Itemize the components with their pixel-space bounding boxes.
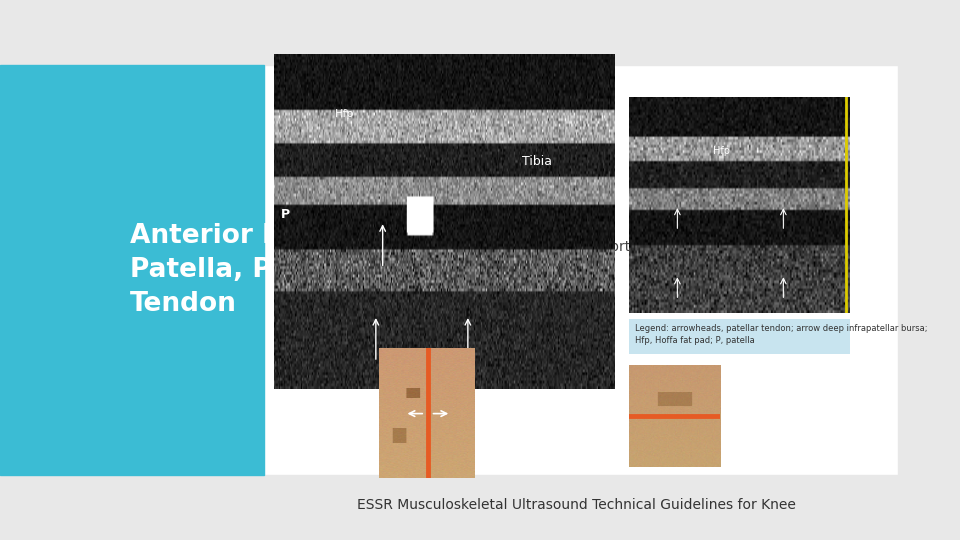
Text: ✓: ✓ <box>283 240 296 255</box>
Bar <box>898 0 960 540</box>
Text: P: P <box>280 208 290 221</box>
Text: ESSR Musculoskeletal
   Ultrasound Technical
   Guidelines: ESSR Musculoskeletal Ultrasound Technica… <box>300 240 458 293</box>
Bar <box>0 65 264 475</box>
Text: Hfp: Hfp <box>712 146 730 156</box>
Text: Hfp: Hfp <box>335 109 354 119</box>
Text: ✓: ✓ <box>576 240 588 255</box>
Text: Anterior Knee:
Patella, Patella
Tendon: Anterior Knee: Patella, Patella Tendon <box>130 223 355 317</box>
Text: Short Access: Short Access <box>593 240 683 254</box>
Bar <box>0 475 960 540</box>
Text: Tibia: Tibia <box>522 154 552 167</box>
Text: Legend: arrowheads, patellar tendon; arrow deep infrapatellar bursa;
Hfp, Hoffa : Legend: arrowheads, patellar tendon; arr… <box>636 323 928 345</box>
Bar <box>0 0 960 65</box>
Text: ESSR Musculoskeletal Ultrasound Technical Guidelines for Knee: ESSR Musculoskeletal Ultrasound Technica… <box>356 498 796 512</box>
